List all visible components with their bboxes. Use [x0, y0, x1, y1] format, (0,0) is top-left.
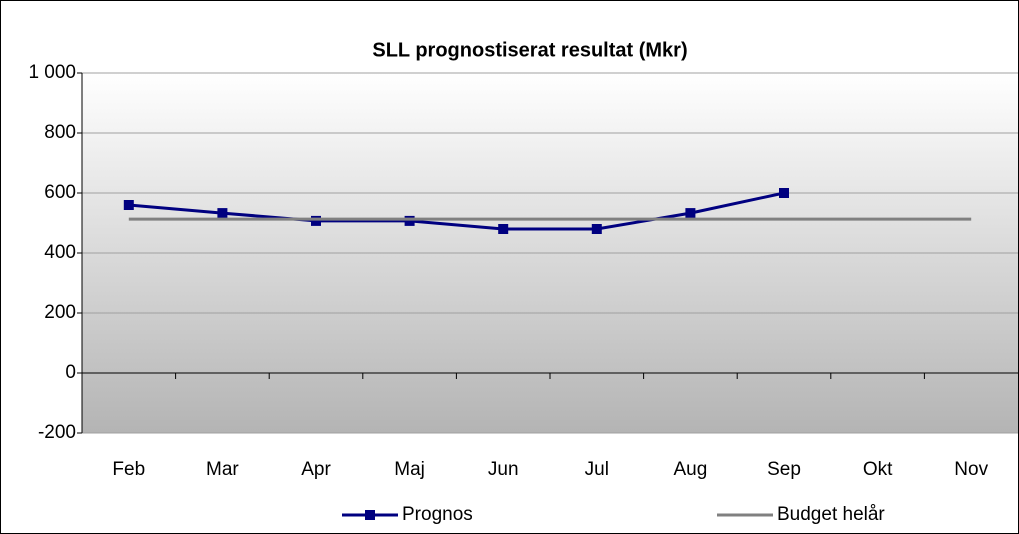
x-tick-label: Sep	[767, 459, 801, 480]
point-marker	[685, 208, 696, 219]
y-tick-label: 800	[44, 122, 76, 143]
y-tick-label: 0	[65, 362, 76, 383]
point-marker	[123, 200, 134, 210]
y-tick-label: -200	[38, 422, 76, 443]
legend-label: Budget helår	[777, 504, 885, 525]
x-tick-label: Nov	[954, 459, 988, 480]
point-marker	[311, 215, 321, 226]
series-line	[128, 191, 785, 231]
legend-label: Prognos	[402, 504, 473, 525]
x-tick-label: Okt	[863, 459, 893, 480]
chart-title: SLL prognostiserat resultat (Mkr)	[372, 39, 687, 61]
x-tick-label: Mar	[206, 459, 239, 480]
point-marker	[498, 224, 509, 234]
y-tick-label: 600	[44, 182, 76, 203]
x-tick-label: Aug	[673, 459, 707, 480]
y-tick-label: 400	[44, 242, 76, 263]
x-tick-label: Apr	[301, 459, 331, 480]
x-tick-label: Jun	[488, 459, 519, 480]
point-marker	[779, 188, 789, 198]
x-tick-label: Maj	[394, 459, 425, 480]
x-tick-label: Feb	[112, 459, 145, 480]
point-marker	[591, 224, 602, 234]
point-marker	[404, 215, 415, 226]
y-tick-label: 1 000	[28, 62, 76, 83]
point-marker	[217, 208, 228, 219]
legend-marker	[365, 510, 375, 520]
y-tick-label: 200	[44, 302, 76, 323]
x-tick-label: Jul	[585, 459, 609, 480]
